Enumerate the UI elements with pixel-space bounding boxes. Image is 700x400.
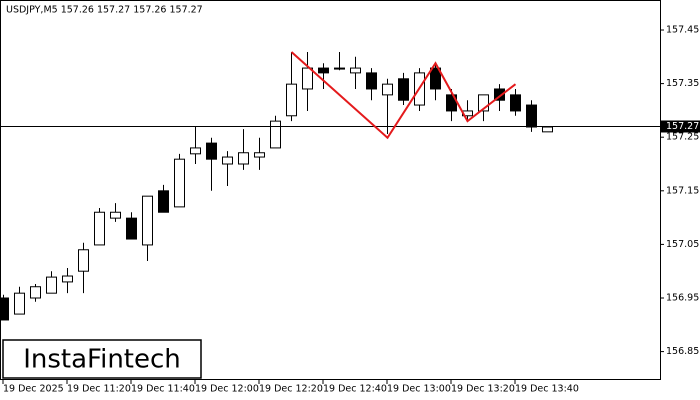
candle-body [398, 78, 409, 101]
x-tick-label: 19 Dec 12:00 [195, 384, 259, 395]
current-price-box [660, 120, 700, 133]
candle-body [526, 104, 537, 128]
candle-body [190, 147, 201, 155]
candle-body [94, 211, 105, 246]
y-tick-label: 157.25 [666, 132, 699, 143]
candle-body [478, 94, 489, 112]
y-tick-label: 157.15 [666, 185, 699, 196]
y-tick-label: 156.85 [666, 346, 699, 357]
current-price-label: 157.27 [666, 121, 699, 132]
candle-body [334, 67, 345, 70]
pattern-line [290, 51, 517, 140]
candle-body [14, 292, 25, 315]
x-tick-label: 19 Dec 12:40 [323, 384, 387, 395]
candle-body [46, 276, 57, 294]
y-tick-label: 157.45 [666, 25, 699, 36]
chart-layer: 157.45 157.35 157.25 157.15 157.05 156.95 156.… [0, 25, 700, 395]
x-tick-label: 19 Dec 13:20 [451, 384, 515, 395]
candle-body [62, 275, 73, 283]
watermark-box [2, 339, 202, 379]
x-tick-label: 19 Dec 13:40 [515, 384, 579, 395]
candle-body [510, 94, 521, 112]
candle-body [350, 67, 361, 74]
x-tick-label: 19 Dec 2025 [3, 384, 64, 395]
candle-body [158, 190, 169, 213]
plot-frame [0, 0, 661, 380]
candle-body [366, 72, 377, 90]
candle-body [142, 195, 153, 246]
candle-body [174, 158, 185, 208]
candle-body [318, 67, 329, 74]
candle-body [238, 152, 249, 165]
candle-body [78, 249, 89, 272]
candle-body [254, 152, 265, 158]
x-tick-label: 19 Dec 13:00 [387, 384, 451, 395]
x-tick-label: 19 Dec 11:20 [67, 384, 131, 395]
candle-body [542, 126, 553, 133]
candle-body [30, 286, 41, 299]
candle-body [302, 67, 313, 90]
candle-body [382, 83, 393, 96]
y-tick-label: 157.35 [666, 78, 699, 89]
candle-body [286, 83, 297, 117]
y-tick-label: 156.95 [666, 292, 699, 303]
x-tick-label: 19 Dec 11:40 [131, 384, 195, 395]
candle-body [126, 217, 137, 240]
candle-body [430, 67, 441, 90]
chart-title: USDJPY,M5 157.26 157.27 157.26 157.27 [6, 5, 203, 16]
candle-body [222, 156, 233, 165]
candle-body [494, 88, 505, 101]
x-tick-label: 19 Dec 12:20 [259, 384, 323, 395]
candle-body [110, 211, 121, 219]
candle-body [0, 297, 9, 321]
candle-body [206, 142, 217, 160]
y-tick-label: 157.05 [666, 239, 699, 250]
candle-body [270, 120, 281, 149]
watermark: InstaFintech [23, 345, 181, 375]
